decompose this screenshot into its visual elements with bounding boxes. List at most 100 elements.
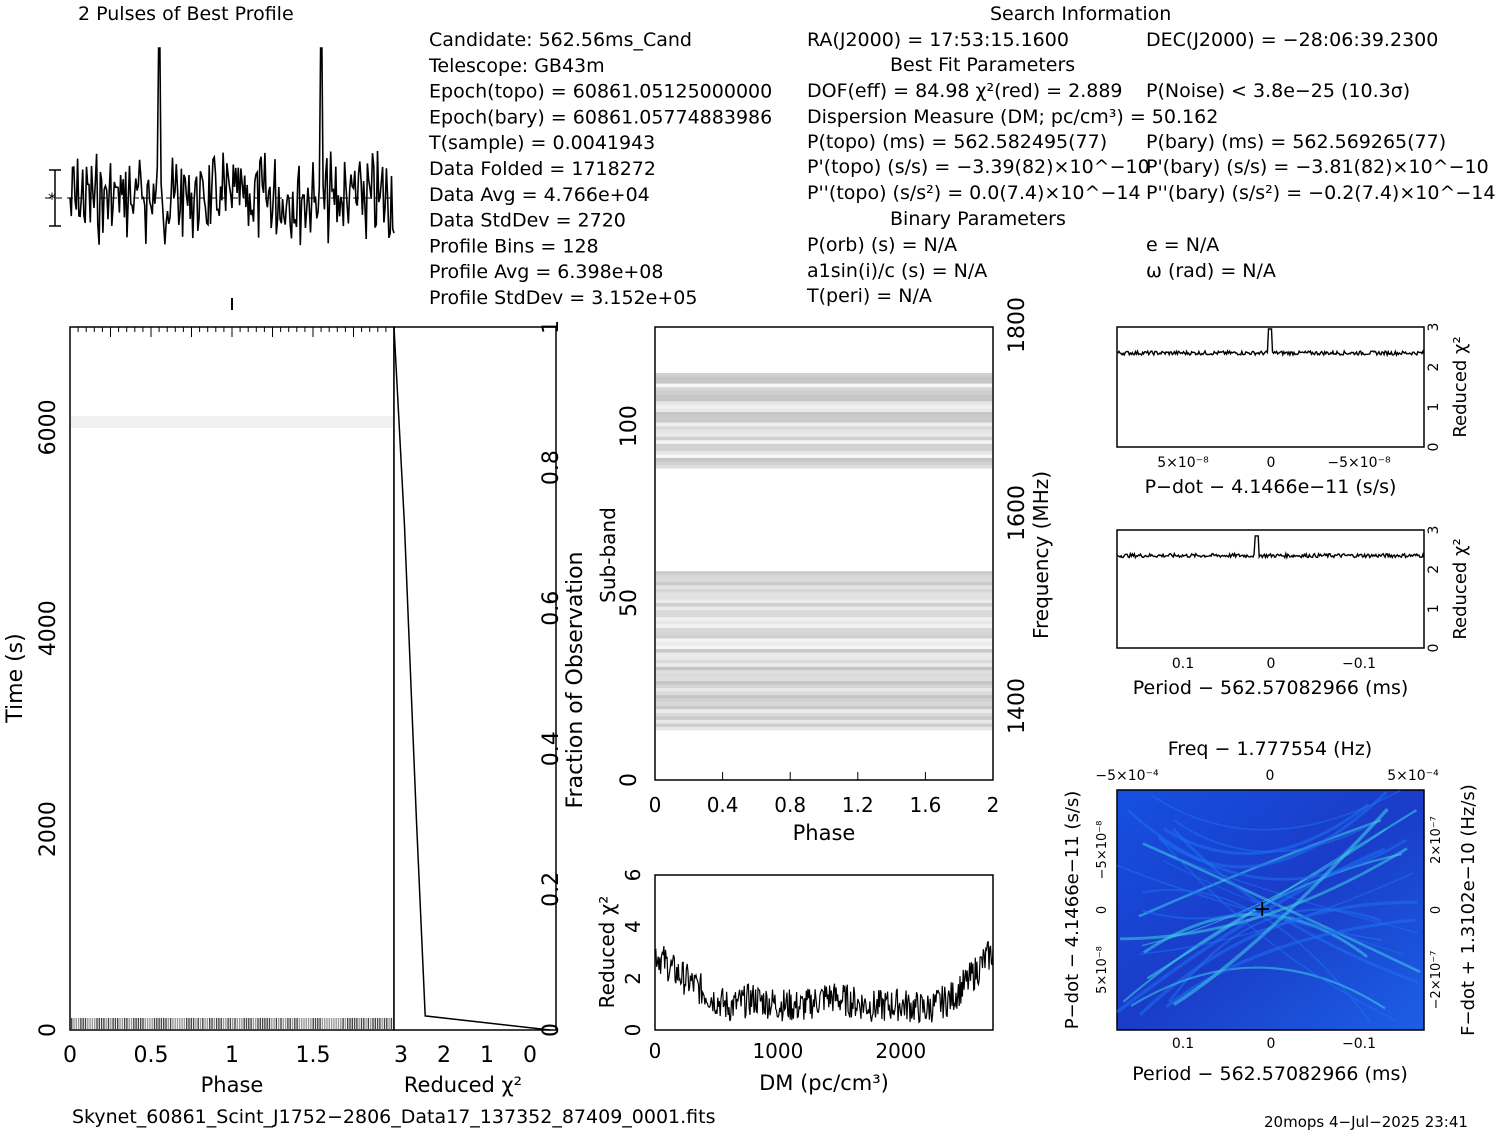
time-phase-cell <box>284 1018 287 1029</box>
subband-row <box>656 574 992 579</box>
subband-row <box>656 716 992 720</box>
time-phase-cell <box>294 1018 296 1029</box>
time-phase-cell <box>289 1018 291 1029</box>
subband-y-label: Sub-band <box>596 507 620 603</box>
time-phase-cell <box>96 1018 98 1029</box>
dm-x-tick-label: 1000 <box>752 1039 803 1063</box>
time-phase-cell <box>165 1018 167 1029</box>
subband-row <box>656 599 992 604</box>
time-phase-cell <box>218 1018 220 1029</box>
time-phase-cell <box>314 1018 317 1029</box>
fraction-tick-label: 0.8 <box>539 450 564 485</box>
chi2-x-tick-label: −5×10⁻⁸ <box>1327 455 1391 471</box>
time-phase-cell <box>80 1018 82 1029</box>
fraction-tick-label: 1 <box>539 320 564 334</box>
time-phase-cell <box>197 1018 199 1029</box>
ppdot-streak <box>1172 807 1389 1007</box>
subband-row <box>656 373 992 377</box>
time-phase-cell <box>238 1018 241 1029</box>
dm-y-tick-label: 4 <box>621 920 645 933</box>
chi2-x-label: P−dot − 4.1466e−11 (s/s) <box>1145 476 1397 498</box>
time-phase-cell <box>144 1018 146 1029</box>
frequency-tick-label: 1600 <box>1005 485 1030 541</box>
time-phase-cell <box>250 1018 252 1029</box>
time-phase-cell <box>280 1018 282 1029</box>
time-phase-cell <box>151 1018 153 1029</box>
info-mid-line: P(topo) (ms) = 562.582495(77) <box>807 131 1107 153</box>
subband-row <box>656 411 992 416</box>
subband-row <box>656 709 992 713</box>
time-phase-cell <box>245 1018 248 1029</box>
subband-row <box>656 652 992 657</box>
time-phase-cell <box>328 1018 330 1029</box>
chi2-x-tick-label: 0 <box>1267 656 1276 672</box>
subband-row <box>656 394 992 398</box>
time-phase-cell <box>229 1018 232 1029</box>
subband-row <box>656 376 992 381</box>
chi2-y-tick-label: 0 <box>1426 443 1442 452</box>
subband-x-tick-label: 1.2 <box>842 793 874 817</box>
info-mid-line: T(peri) = N/A <box>806 285 932 307</box>
time-phase-cell <box>103 1018 105 1029</box>
time-phase-cell <box>94 1018 96 1029</box>
subband-row <box>656 666 992 671</box>
time-phase-cell <box>303 1018 305 1029</box>
ppdot-streak <box>1162 860 1404 955</box>
subband-row <box>656 726 992 731</box>
time-phase-cell <box>282 1018 284 1029</box>
time-phase-cell <box>275 1018 278 1029</box>
subband-y-tick-label: 0 <box>617 773 642 787</box>
time-phase-cell <box>305 1018 307 1029</box>
subband-row <box>656 457 992 462</box>
ppdot-right-tick-label: −2×10⁻⁷ <box>1429 951 1444 1010</box>
subband-row <box>656 450 992 455</box>
dm-x-tick-label: 0 <box>649 1039 662 1063</box>
time-phase-cell <box>301 1018 303 1029</box>
subband-row <box>656 387 992 391</box>
time-phase-cell <box>112 1018 114 1029</box>
svg-text:+: + <box>1253 897 1271 922</box>
time-phase-cell <box>335 1018 337 1029</box>
chi2-x-tick-label: 0 <box>1267 455 1276 471</box>
time-phase-cell <box>84 1018 87 1029</box>
footer-stamp: 20mops 4−Jul−2025 23:41 <box>1264 1113 1468 1131</box>
subband-row <box>656 663 992 667</box>
subband-phase-plot <box>654 326 994 781</box>
chi2-time-tick-label: 3 <box>394 1043 408 1068</box>
info-right-line: P'(bary) (s/s) = −3.81(82)×10^−10 <box>1146 156 1489 178</box>
subband-row <box>656 397 992 402</box>
chi2-time-tick-label: 0 <box>523 1043 537 1068</box>
subband-row <box>656 606 992 611</box>
chi2-x-tick-label: 0.1 <box>1172 656 1194 672</box>
subband-row <box>656 723 992 727</box>
time-phase-cell <box>347 1018 349 1029</box>
ppdot-streak <box>1126 809 1408 881</box>
time-phase-x-tick-label: 1 <box>225 1043 239 1068</box>
frequency-label: Frequency (MHz) <box>1029 471 1053 639</box>
svg-text:*: * <box>48 189 56 208</box>
time-phase-cell <box>126 1018 128 1029</box>
subband-row <box>656 383 992 388</box>
ppdot-streak <box>1172 828 1419 984</box>
time-phase-cell <box>264 1018 266 1029</box>
subband-row <box>656 433 992 437</box>
time-phase-cell <box>365 1018 367 1029</box>
subband-row <box>656 422 992 427</box>
time-phase-cell <box>225 1018 227 1029</box>
time-phase-cell <box>186 1018 188 1029</box>
info-left-line: Profile StdDev = 3.152e+05 <box>429 287 697 309</box>
subband-row <box>656 645 992 650</box>
subband-row <box>656 656 992 660</box>
chi2-y-tick-label: 3 <box>1426 526 1442 535</box>
subband-row <box>656 390 992 395</box>
ppdot-right-tick-label: 0 <box>1429 906 1444 914</box>
subband-row <box>656 603 992 607</box>
info-mid-line: P(orb) (s) = N/A <box>807 234 957 256</box>
time-phase-cell <box>167 1018 169 1029</box>
time-phase-cell <box>137 1018 140 1029</box>
ppdot-x-tick-label: 0.1 <box>1172 1036 1194 1052</box>
ppdot-x-tick-label: −0.1 <box>1342 1036 1376 1052</box>
chi2-time-x-label: Reduced χ² <box>404 1073 522 1097</box>
time-phase-cell <box>220 1018 222 1029</box>
dm-y-tick-label: 0 <box>621 1024 645 1037</box>
